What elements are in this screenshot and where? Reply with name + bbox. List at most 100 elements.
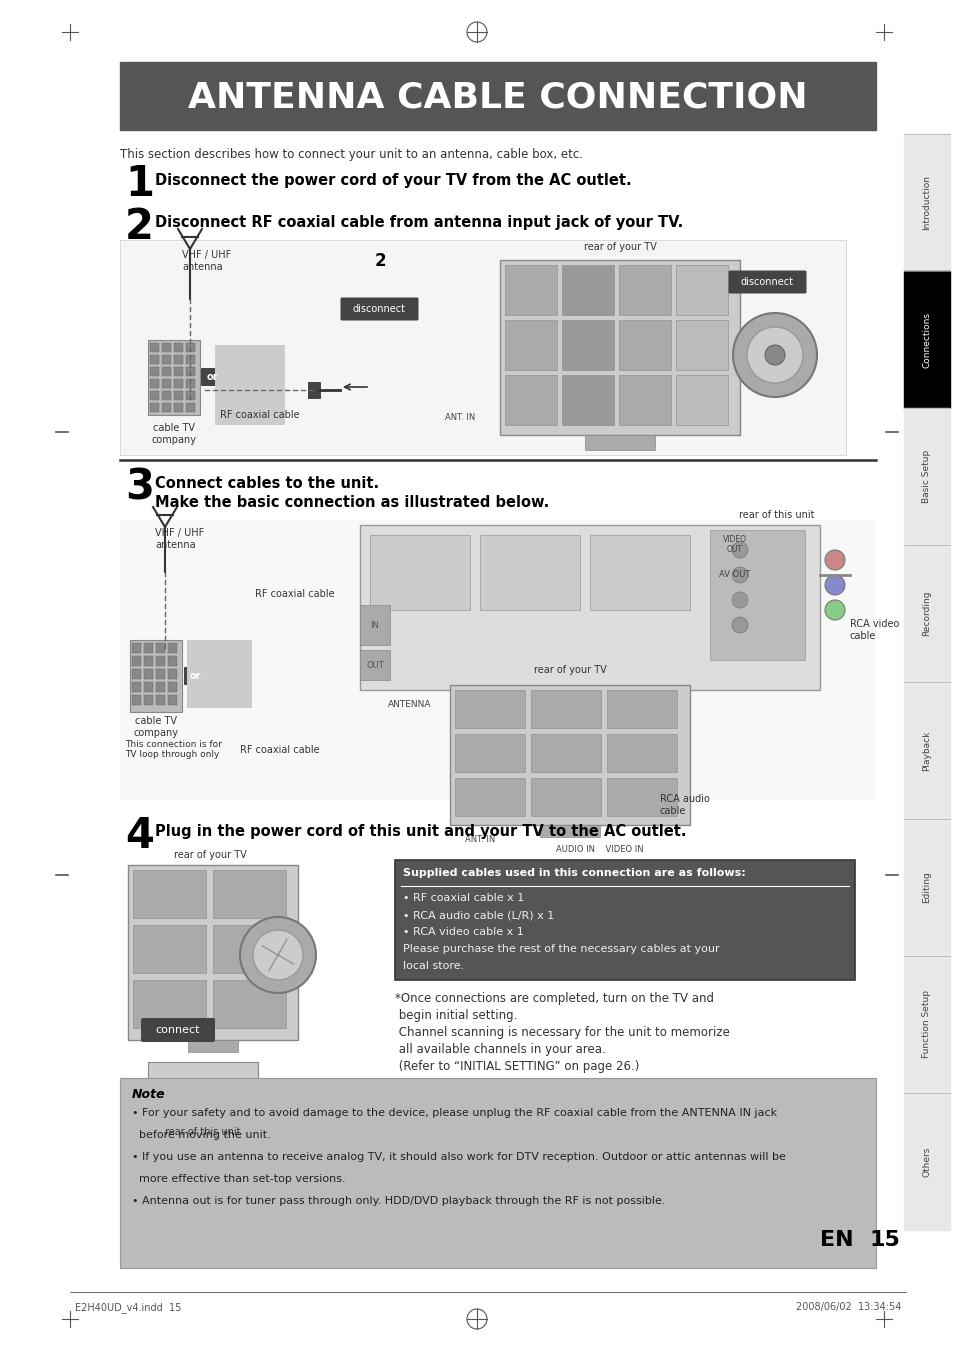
Bar [132, 657, 141, 666]
Bar [450, 685, 689, 825]
Bar [150, 367, 159, 376]
Text: Introduction: Introduction [922, 176, 930, 230]
Bar [531, 734, 600, 771]
Bar [150, 380, 159, 388]
Bar [168, 643, 177, 653]
Bar [455, 778, 524, 816]
Bar [173, 390, 183, 400]
Text: IN: IN [370, 620, 379, 630]
Text: company: company [152, 435, 196, 444]
Bar [162, 380, 171, 388]
Bar [213, 979, 286, 1028]
Circle shape [253, 929, 303, 979]
Text: cable TV: cable TV [135, 716, 177, 725]
Bar [132, 870, 206, 917]
Text: VHF / UHF: VHF / UHF [154, 528, 204, 538]
Bar [359, 650, 390, 680]
Bar [144, 694, 152, 705]
Bar [213, 925, 286, 973]
Text: 2008/06/02  13:34:54: 2008/06/02 13:34:54 [795, 1302, 900, 1312]
Text: • Antenna out is for tuner pass through only. HDD/DVD playback through the RF is: • Antenna out is for tuner pass through … [132, 1196, 665, 1206]
Text: *Once connections are completed, turn on the TV and: *Once connections are completed, turn on… [395, 992, 713, 1005]
Circle shape [824, 576, 844, 594]
Text: company: company [133, 728, 178, 738]
Bar [589, 535, 689, 611]
Text: AUDIO IN    VIDEO IN: AUDIO IN VIDEO IN [556, 844, 643, 854]
Bar [903, 544, 949, 682]
Bar [214, 345, 285, 426]
Bar [144, 643, 152, 653]
Text: Others: Others [922, 1146, 930, 1177]
Text: Supplied cables used in this connection are as follows:: Supplied cables used in this connection … [402, 867, 745, 878]
Bar [162, 403, 171, 412]
Bar [561, 376, 614, 426]
Text: OUT: OUT [366, 661, 383, 670]
Bar [903, 682, 949, 819]
Text: Playback: Playback [922, 731, 930, 770]
Bar [132, 979, 206, 1028]
Bar [539, 825, 599, 838]
Text: Connect cables to the unit.: Connect cables to the unit. [154, 476, 378, 490]
Bar [173, 380, 183, 388]
Bar [479, 535, 579, 611]
Bar [168, 657, 177, 666]
Text: Connections: Connections [922, 312, 930, 367]
Text: Disconnect the power cord of your TV from the AC outlet.: Disconnect the power cord of your TV fro… [154, 173, 631, 188]
Bar [359, 526, 820, 690]
Text: begin initial setting.: begin initial setting. [395, 1009, 517, 1021]
Text: 2: 2 [374, 253, 385, 270]
Text: This connection is for
TV loop through only: This connection is for TV loop through o… [125, 740, 222, 759]
Text: before moving the unit.: before moving the unit. [132, 1129, 271, 1140]
Bar [676, 265, 727, 315]
Bar [531, 690, 600, 728]
Bar [173, 355, 183, 363]
Text: EN: EN [820, 1229, 853, 1250]
Bar [359, 605, 390, 644]
FancyBboxPatch shape [201, 367, 223, 386]
Text: VIDEO: VIDEO [722, 535, 746, 544]
Text: disconnect: disconnect [740, 277, 793, 286]
Bar [162, 343, 171, 353]
Text: all available channels in your area.: all available channels in your area. [395, 1043, 605, 1056]
Text: cable TV: cable TV [152, 423, 194, 434]
Text: rear of your TV: rear of your TV [583, 242, 656, 253]
Bar [144, 682, 152, 692]
Bar [120, 520, 875, 800]
Text: • RCA audio cable (L/R) x 1: • RCA audio cable (L/R) x 1 [402, 911, 554, 920]
Bar [187, 640, 252, 708]
Bar [144, 669, 152, 680]
Bar [168, 682, 177, 692]
Text: disconnect: disconnect [352, 304, 405, 313]
Text: Disconnect RF coaxial cable from antenna input jack of your TV.: Disconnect RF coaxial cable from antenna… [154, 215, 682, 230]
Bar [132, 694, 141, 705]
Circle shape [732, 313, 816, 397]
Bar [504, 320, 557, 370]
Circle shape [746, 327, 802, 382]
Text: rear of this unit: rear of this unit [165, 1127, 240, 1138]
Bar [132, 925, 206, 973]
Circle shape [240, 917, 315, 993]
Bar [606, 778, 677, 816]
Bar [132, 643, 141, 653]
Bar [186, 403, 194, 412]
Bar [156, 669, 165, 680]
Bar [504, 265, 557, 315]
Bar [144, 657, 152, 666]
Text: 1: 1 [125, 163, 153, 205]
Text: RCA audio
cable: RCA audio cable [659, 794, 709, 816]
Text: RF coaxial cable: RF coaxial cable [254, 589, 335, 598]
Bar [148, 1062, 257, 1117]
Bar [676, 320, 727, 370]
Bar [120, 1078, 875, 1269]
Text: rear of this unit: rear of this unit [739, 509, 814, 520]
Text: ANT. IN: ANT. IN [444, 413, 475, 422]
Text: connect: connect [155, 1025, 200, 1035]
Bar [148, 340, 200, 415]
Text: ANT. IN: ANT. IN [464, 835, 495, 844]
Text: • RF coaxial cable x 1: • RF coaxial cable x 1 [402, 893, 524, 902]
Text: or: or [189, 671, 200, 681]
Text: antenna: antenna [154, 540, 195, 550]
Text: 2: 2 [125, 205, 153, 249]
Circle shape [764, 345, 784, 365]
Text: VHF / UHF: VHF / UHF [182, 250, 231, 259]
